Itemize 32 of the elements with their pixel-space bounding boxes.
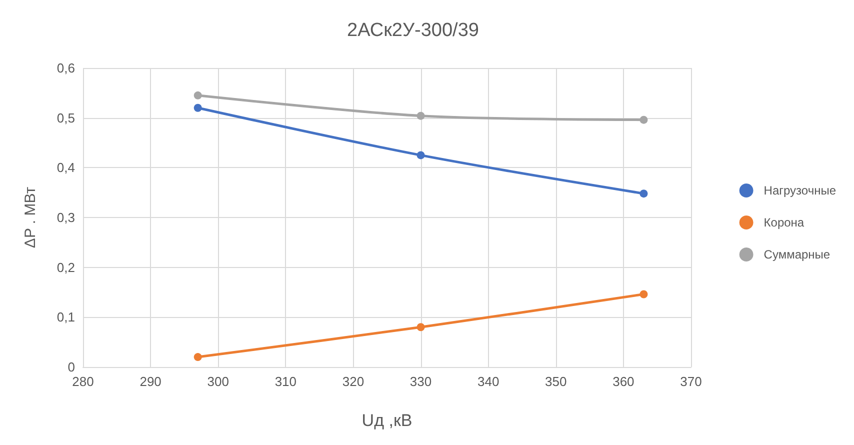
x-tick-label: 350	[545, 374, 567, 389]
legend-label: Суммарные	[764, 248, 830, 262]
legend-label: Корона	[764, 216, 804, 230]
x-tick-label: 340	[477, 374, 500, 389]
point	[640, 190, 648, 198]
y-tick-label: 0,2	[56, 260, 75, 275]
x-tick-label: 310	[274, 374, 297, 389]
y-tick-label: 0,6	[56, 60, 75, 76]
x-tick-label: 330	[410, 374, 432, 389]
point	[640, 116, 648, 124]
legend-label: Нагрузочные	[764, 184, 836, 198]
point	[416, 323, 425, 332]
x-tick-label: 290	[140, 374, 162, 389]
point	[194, 91, 202, 100]
x-tick-label: 370	[680, 374, 702, 389]
y-tick-label: 0,5	[56, 110, 75, 126]
x-tick-label: 280	[72, 374, 94, 389]
x-tick-label: 300	[207, 374, 229, 389]
x-axis-title: Uд ,кВ	[362, 411, 412, 430]
point	[194, 104, 202, 112]
point	[640, 290, 648, 298]
y-tick-label: 0,3	[56, 210, 75, 225]
y-tick-label: 0,1	[56, 310, 75, 325]
point	[416, 112, 425, 120]
y-tick-label: 0,4	[56, 160, 75, 176]
y-axis-title: ΔP . МВт	[22, 186, 39, 248]
y-tick-label: 0	[68, 360, 75, 374]
chart-title: 2АСк2У-300/39	[347, 20, 479, 41]
point	[416, 151, 425, 160]
x-tick-label: 360	[612, 374, 634, 389]
x-tick-label: 320	[342, 374, 364, 389]
point	[194, 353, 202, 362]
